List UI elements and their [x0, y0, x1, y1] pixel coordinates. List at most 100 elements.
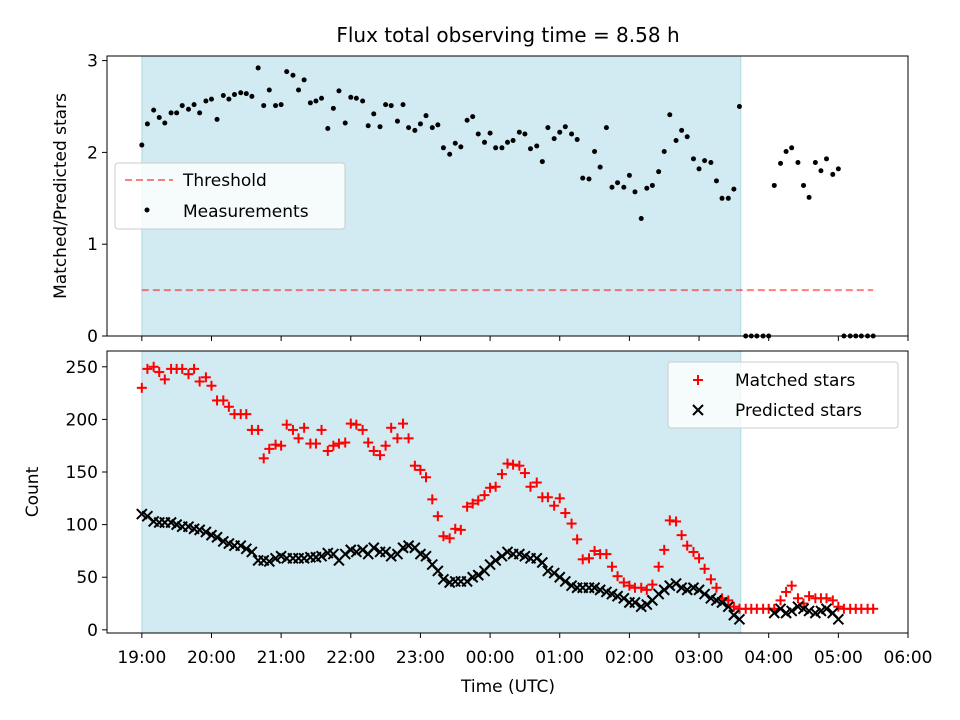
matched-star-point — [194, 376, 205, 387]
measurement-point — [156, 115, 162, 121]
bottom-y-ticks: 0 50 100 150 200 250 — [66, 358, 107, 641]
predicted-star-point — [785, 605, 798, 617]
matched-star-point — [624, 580, 635, 591]
matched-star-point — [142, 363, 153, 374]
matched-star-point — [601, 549, 612, 560]
measurement-point — [609, 184, 615, 190]
measurement-point — [725, 195, 731, 201]
legend-threshold-label: Threshold — [182, 171, 267, 191]
matched-star-point — [664, 515, 675, 526]
matched-star-point — [148, 361, 159, 372]
matched-star-point — [340, 437, 351, 448]
bottom-y-tick-label: 0 — [87, 621, 98, 641]
matched-star-point — [589, 545, 600, 556]
measurement-point — [522, 131, 528, 137]
matched-star-point — [264, 443, 275, 454]
predicted-star-point — [803, 605, 815, 617]
matched-star-point — [531, 477, 542, 488]
top-panel: 0 1 2 3 Matched/Predicted stars Threshold M… — [51, 52, 909, 347]
matched-star-point — [473, 495, 484, 506]
measurement-point — [731, 186, 737, 192]
matched-star-point — [485, 482, 496, 493]
measurement-point — [783, 148, 789, 154]
predicted-star-point — [368, 542, 380, 554]
bottom-y-tick-label: 100 — [66, 516, 98, 536]
matched-star-point — [560, 508, 571, 519]
measurement-point — [557, 129, 563, 135]
matched-star-point — [398, 418, 409, 429]
matched-star-point — [583, 553, 594, 564]
matched-star-point — [363, 437, 374, 448]
predicted-star-point — [235, 539, 247, 552]
measurement-point — [336, 88, 342, 94]
predicted-star-point — [594, 584, 606, 596]
matched-star-point — [688, 546, 699, 557]
top-x-ticks — [141, 336, 909, 341]
matched-star-point — [403, 433, 414, 444]
measurement-point — [778, 160, 784, 166]
matched-star-point — [276, 440, 287, 451]
measurement-point — [238, 90, 244, 96]
measurement-point — [226, 96, 232, 102]
matched-star-point — [293, 433, 304, 444]
measurement-point — [406, 125, 412, 131]
measurement-point — [139, 142, 145, 148]
measurement-point — [325, 126, 331, 132]
matched-star-point — [606, 561, 617, 572]
measurement-point — [261, 103, 267, 109]
predicted-star-point — [263, 555, 275, 568]
matched-star-point — [694, 553, 705, 564]
matched-star-point — [328, 440, 339, 451]
legend-matched-label: Matched stars — [735, 371, 855, 391]
matched-star-point — [496, 469, 507, 480]
matched-stars-points — [136, 361, 879, 614]
x-tick-label: 00:00 — [466, 648, 515, 668]
bottom-x-ticks: 19:00 20:00 21:00 22:00 23:00 00:00 01:00 02:00… — [117, 633, 933, 668]
matched-star-point — [508, 459, 519, 470]
matched-star-point — [676, 530, 687, 541]
measurement-point — [702, 158, 708, 164]
matched-star-point — [479, 490, 490, 501]
measurement-point — [231, 92, 237, 98]
matched-star-point — [450, 523, 461, 534]
measurement-point — [661, 148, 667, 154]
measurement-point — [632, 189, 638, 195]
matched-star-point — [519, 468, 530, 479]
measurement-point — [696, 166, 702, 172]
matched-star-point — [136, 382, 147, 393]
matched-star-point — [514, 460, 525, 471]
x-tick-label: 02:00 — [605, 648, 654, 668]
legend-predicted-swatch — [692, 404, 704, 416]
measurement-point — [423, 113, 429, 119]
measurement-point — [301, 77, 307, 83]
bottom-legend-box — [667, 361, 899, 429]
measurement-point — [342, 120, 348, 126]
legend-measurements-label: Measurements — [183, 202, 309, 222]
measurement-point — [510, 137, 516, 143]
matched-star-point — [792, 593, 803, 604]
measurement-point — [736, 103, 742, 109]
matched-star-point — [653, 561, 664, 572]
matched-star-point — [218, 395, 229, 406]
legend-plus-marker — [693, 375, 703, 385]
bottom-panel: 0 50 100 150 200 250 19:00 20:00 21:00 22:00 23:0… — [23, 350, 933, 697]
predicted-star-point — [542, 565, 554, 577]
measurement-point — [824, 156, 830, 162]
measurement-point — [429, 125, 435, 131]
predicted-star-point — [350, 546, 363, 558]
measurement-point — [795, 159, 801, 165]
matched-star-point — [821, 593, 832, 604]
measurement-point — [516, 129, 522, 135]
measurement-point — [621, 184, 627, 190]
measurement-point — [174, 110, 180, 116]
matched-star-point — [804, 591, 815, 602]
matched-star-point — [316, 424, 327, 435]
measurement-point — [801, 182, 807, 188]
x-tick-label: 22:00 — [326, 648, 375, 668]
predicted-star-point — [193, 524, 206, 536]
matched-star-point — [467, 498, 478, 509]
measurement-point — [191, 102, 197, 108]
matched-star-point — [392, 433, 403, 444]
measurement-point — [208, 96, 214, 102]
